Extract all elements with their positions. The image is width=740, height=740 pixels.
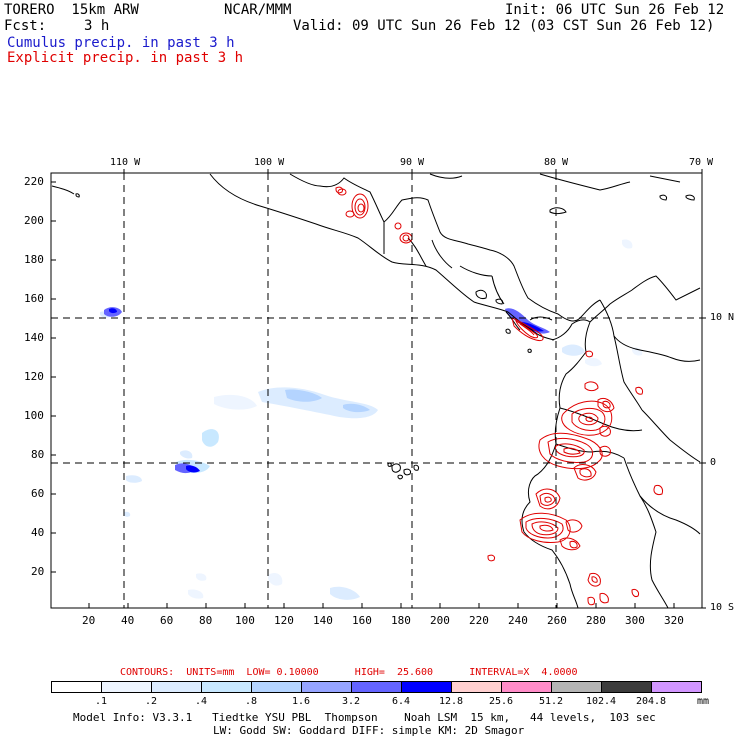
x-tick: 180 [391, 614, 411, 627]
model-physics: LW: Godd SW: Goddard DIFF: simple KM: 2D… [213, 724, 525, 737]
legend-label: .2 [144, 696, 158, 707]
x-tick: 40 [121, 614, 135, 627]
x-tick: 100 [235, 614, 255, 627]
valid-time: Valid: 09 UTC Sun 26 Feb 12 (03 CST Sun … [293, 18, 715, 34]
legend-bin [601, 681, 652, 693]
legend-bin [551, 681, 602, 693]
y-tick: 120 [24, 370, 44, 383]
lon-label-110w: 110 W [110, 157, 141, 168]
legend-label: 102.4 [585, 696, 617, 707]
legend-label: 6.4 [391, 696, 411, 707]
legend-label: 1.6 [291, 696, 311, 707]
x-tick: 160 [352, 614, 372, 627]
latlon-grid [51, 173, 702, 608]
explicit-title: Explicit precip. in past 3 h [7, 50, 244, 66]
explicit-precip-contours [335, 186, 663, 606]
legend-bin [51, 681, 102, 693]
grid-ticks [123, 169, 706, 609]
x-tick: 320 [664, 614, 684, 627]
legend-label: 12.8 [438, 696, 464, 707]
organization: NCAR/MMM [224, 2, 292, 18]
legend-bin [301, 681, 352, 693]
y-tick: 100 [24, 409, 44, 422]
legend-bin [651, 681, 702, 693]
x-tick: 80 [199, 614, 213, 627]
lon-label-80w: 80 W [544, 157, 569, 168]
legend-bin [401, 681, 452, 693]
model-info: Model Info: V3.3.1 Tiedtke YSU PBL Thomp… [73, 711, 656, 724]
x-tick: 60 [160, 614, 174, 627]
y-tick: 160 [24, 292, 44, 305]
legend-label: 204.8 [635, 696, 667, 707]
map-frame [50, 172, 703, 609]
x-tick: 140 [313, 614, 333, 627]
legend-label: .4 [194, 696, 208, 707]
lat-label-10s: 10 S [710, 602, 735, 613]
lon-label-100w: 100 W [254, 157, 285, 168]
legend-bin [251, 681, 302, 693]
y-tick: 220 [24, 175, 44, 188]
cumulus-precip-areas [100, 239, 643, 600]
legend-label: .8 [244, 696, 258, 707]
x-tick: 20 [82, 614, 96, 627]
legend-bin [151, 681, 202, 693]
axis-ticks [51, 181, 675, 608]
y-tick: 80 [31, 448, 45, 461]
x-tick: 220 [469, 614, 489, 627]
x-tick: 280 [586, 614, 606, 627]
model-title: TORERO 15km ARW [4, 2, 139, 18]
forecast-label: Fcst: [4, 18, 47, 34]
x-tick: 240 [508, 614, 528, 627]
x-tick: 260 [547, 614, 567, 627]
y-tick: 40 [31, 526, 45, 539]
y-tick: 200 [24, 214, 44, 227]
legend-bin [101, 681, 152, 693]
legend-label: 51.2 [538, 696, 564, 707]
x-tick: 200 [430, 614, 450, 627]
contour-caption: CONTOURS: UNITS=mm LOW= 0.10000 HIGH= 25… [120, 667, 578, 678]
legend-bin [501, 681, 552, 693]
legend-bin [451, 681, 502, 693]
x-tick: 300 [625, 614, 645, 627]
lon-label-90w: 90 W [400, 157, 425, 168]
legend-bin [351, 681, 402, 693]
y-tick: 140 [24, 331, 44, 344]
init-time: Init: 06 UTC Sun 26 Feb 12 [505, 2, 725, 18]
legend-label: 25.6 [488, 696, 514, 707]
lon-label-70w: 70 W [689, 157, 714, 168]
y-tick: 180 [24, 253, 44, 266]
lat-label-10n: 10 N [710, 312, 735, 323]
legend-units: mm [697, 696, 710, 707]
forecast-hours: 3 h [84, 18, 110, 34]
y-tick: 20 [31, 565, 45, 578]
y-tick: 60 [31, 487, 45, 500]
cumulus-title: Cumulus precip. in past 3 h [7, 35, 235, 51]
legend-label: 3.2 [341, 696, 361, 707]
lat-label-0: 0 [710, 457, 717, 468]
legend-bin [201, 681, 252, 693]
legend-label: .1 [94, 696, 108, 707]
x-tick: 120 [274, 614, 294, 627]
